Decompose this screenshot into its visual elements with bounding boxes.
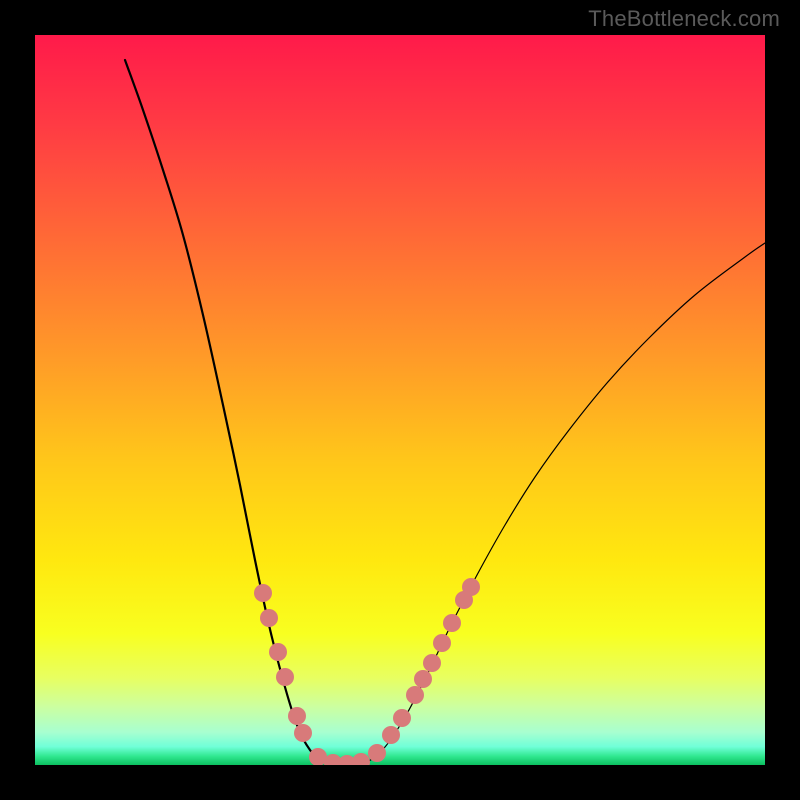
data-marker [393,709,411,727]
plot-area [35,35,765,765]
data-marker [433,634,451,652]
data-marker [443,614,461,632]
data-marker [423,654,441,672]
data-marker [406,686,424,704]
data-marker [462,578,480,596]
gradient-background [35,35,765,765]
chart-svg [35,35,765,765]
data-marker [276,668,294,686]
data-marker [254,584,272,602]
data-marker [269,643,287,661]
data-marker [260,609,278,627]
data-marker [382,726,400,744]
data-marker [294,724,312,742]
data-marker [288,707,306,725]
data-marker [414,670,432,688]
data-marker [368,744,386,762]
watermark-text: TheBottleneck.com [588,6,780,32]
